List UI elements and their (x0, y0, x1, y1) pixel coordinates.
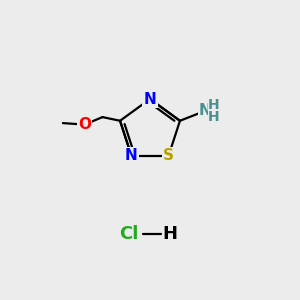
Text: Cl: Cl (119, 225, 139, 243)
Text: N: N (144, 92, 156, 106)
Text: H: H (208, 110, 219, 124)
Text: O: O (78, 117, 91, 132)
Text: N: N (125, 148, 138, 164)
Text: H: H (162, 225, 177, 243)
Text: S: S (163, 148, 174, 164)
Text: H: H (208, 98, 219, 112)
Text: N: N (198, 103, 211, 118)
